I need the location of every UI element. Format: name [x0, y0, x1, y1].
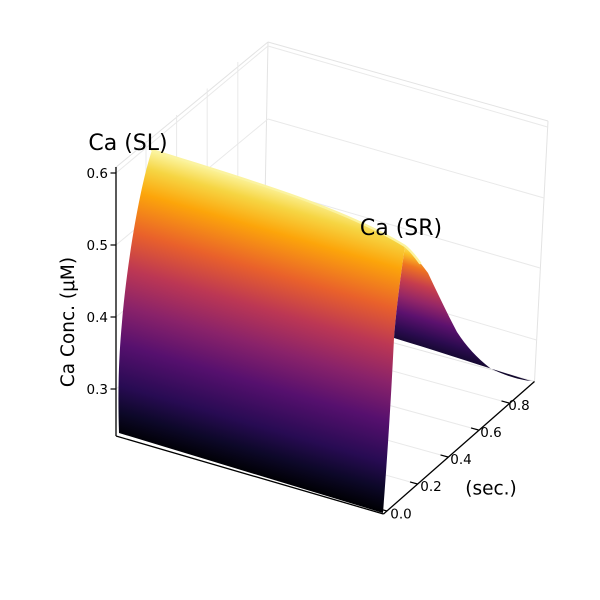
grid-line	[267, 118, 545, 199]
time-axis-label: (sec.)	[465, 479, 517, 500]
z-tick-label-1: 0.5	[87, 238, 108, 254]
time-tick	[440, 454, 449, 458]
grid-line	[115, 45, 269, 174]
annotation-ca-sr: Ca (SR)	[360, 216, 442, 241]
z-tick-label-2: 0.4	[87, 310, 108, 326]
box-edge-right-corner	[534, 120, 549, 382]
time-tick-label-4: 0.8	[508, 398, 529, 414]
time-tick	[470, 427, 479, 431]
time-tick	[501, 400, 510, 404]
surface-wall	[118, 150, 405, 513]
z-axis-ticks	[110, 172, 116, 390]
box-edge-top-right	[267, 41, 549, 122]
ridge-highlight-line	[150, 148, 422, 265]
grid-line	[267, 45, 548, 128]
annotation-ca-sl: Ca (SL)	[88, 131, 167, 156]
time-tick-label-2: 0.4	[450, 452, 471, 468]
time-tick-label-0: 0.0	[390, 507, 411, 523]
front-floor-edge	[115, 435, 384, 515]
time-axis-spine	[383, 381, 535, 515]
box-edge-top-left	[114, 41, 269, 169]
time-tick-label-3: 0.6	[480, 425, 501, 441]
z-axis-label: Ca Conc. (μM)	[58, 257, 79, 387]
z-tick-label-0: 0.6	[87, 166, 108, 182]
time-tick-label-1: 0.2	[420, 479, 441, 495]
z-tick-label-3: 0.3	[87, 382, 108, 398]
sr-decay-wedge	[394, 246, 531, 381]
time-tick	[409, 481, 418, 485]
